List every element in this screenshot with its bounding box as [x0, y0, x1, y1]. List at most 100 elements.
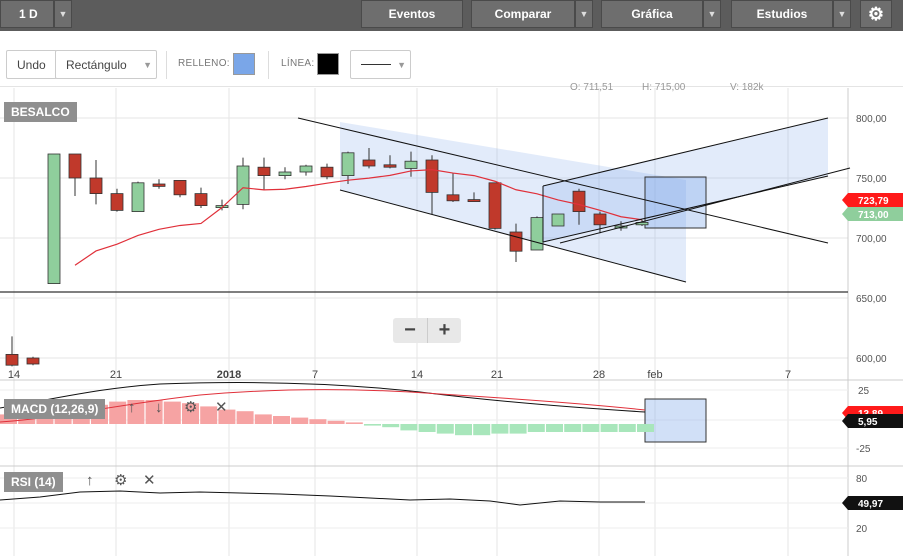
interval-caret-icon[interactable]: ▼ [54, 0, 72, 28]
line-style-sample [361, 64, 391, 65]
macd-histogram-bar [618, 424, 636, 432]
macd-close-icon[interactable]: ✕ [215, 399, 228, 416]
macd-histogram-bar [418, 424, 436, 432]
candle-body [47, 153, 61, 285]
line-style-select[interactable]: ▼ [350, 50, 411, 79]
trend-line [542, 175, 829, 243]
macd-histogram-bar [491, 424, 509, 434]
undo-button[interactable]: Undo [6, 50, 57, 79]
interval-button[interactable]: 1 D [0, 0, 54, 28]
x-tick-label: 21 [110, 369, 122, 381]
candle-body [383, 164, 397, 168]
rsi-tick-label: 80 [856, 474, 868, 485]
x-axis: 14 21 2018 7 14 21 28 feb 7 [8, 369, 791, 381]
moving-average [74, 168, 643, 266]
macd-tick-label: -25 [856, 444, 871, 455]
zoom-control: − + [393, 318, 461, 343]
ohlc-open: O: 711,51 [570, 82, 614, 93]
candle-body [425, 159, 439, 193]
zoom-out-button[interactable]: − [404, 319, 416, 341]
studies-caret-icon[interactable]: ▼ [833, 0, 851, 28]
x-tick-label: feb [647, 369, 662, 381]
macd-histogram-bar [509, 424, 527, 434]
macd-histogram-bar [600, 424, 618, 432]
rsi-settings-gear-icon[interactable]: ⚙ [114, 472, 128, 489]
candle-body [5, 353, 19, 366]
macd-histogram-bar [218, 409, 236, 424]
candle-body [236, 165, 250, 205]
candle-body [551, 213, 565, 227]
macd-signal-tag: 5,95 [858, 417, 878, 428]
chevron-down-icon: ▼ [143, 59, 152, 70]
move-down-icon[interactable]: ↓ [155, 399, 163, 416]
y-axis: 800,00 750,00 700,00 650,00 600,00 25 -25 80 20 [856, 114, 887, 535]
candle-body [278, 171, 292, 176]
candle-body [404, 160, 418, 169]
chevron-down-icon: ▼ [397, 59, 406, 70]
macd-settings-gear-icon[interactable]: ⚙ [184, 399, 198, 416]
move-up-icon[interactable]: ↑ [86, 472, 94, 489]
ohlc-volume: V: 182k [730, 82, 765, 93]
candle-body [299, 165, 313, 173]
rsi-value-tag: 49,97 [858, 499, 883, 510]
drawing-lines[interactable] [297, 117, 851, 283]
fill-color-swatch[interactable] [233, 53, 255, 75]
chart-type-button[interactable]: Gráfica [601, 0, 703, 28]
studies-button[interactable]: Estudios [731, 0, 833, 28]
compare-button[interactable]: Comparar [471, 0, 575, 28]
macd-histogram-bar [236, 411, 254, 424]
macd-histogram-bar [309, 419, 327, 424]
macd-histogram-bar [200, 406, 218, 424]
rsi-close-icon[interactable]: ✕ [143, 472, 156, 489]
macd-histogram-bar [291, 417, 309, 424]
candles [5, 148, 649, 367]
line-color-swatch[interactable] [317, 53, 339, 75]
toolbar-divider [166, 51, 167, 79]
macd-histogram-bar [400, 424, 418, 431]
candle-body [530, 217, 544, 251]
toolbar-divider [268, 51, 269, 79]
zoom-in-button[interactable]: + [427, 318, 461, 343]
events-button[interactable]: Eventos [361, 0, 463, 28]
drawing-tool-select[interactable]: Rectángulo ▼ [55, 50, 157, 79]
main-series-label[interactable]: BESALCO [4, 102, 77, 122]
rsi-label[interactable]: RSI (14) [4, 472, 63, 492]
candle-body [446, 194, 460, 202]
macd-histogram-bar [637, 424, 654, 432]
macd-label[interactable]: MACD (12,26,9) [4, 399, 106, 419]
x-tick-label: 21 [491, 369, 503, 381]
trend-line [542, 117, 829, 187]
ma-price-tag: 723,79 [858, 196, 889, 207]
candle-body [320, 166, 334, 178]
x-tick-label: 2018 [217, 369, 241, 381]
candle-body [467, 199, 481, 203]
ohlc-high: H: 715,00 [642, 82, 686, 93]
candle-body [152, 183, 166, 187]
line-label: LÍNEA: [281, 58, 315, 69]
last-price-tag-bg [842, 207, 903, 221]
settings-gear-icon[interactable]: ⚙ [860, 0, 892, 28]
top-toolbar: 1 D ▼ Eventos Comparar ▼ Gráfica ▼ Estud… [0, 0, 903, 31]
move-up-icon[interactable]: ↑ [128, 399, 136, 416]
candle-body [173, 179, 187, 196]
compare-caret-icon[interactable]: ▼ [575, 0, 593, 28]
candle-body [131, 182, 145, 213]
macd-histogram-bar [546, 424, 563, 432]
macd-tick-label: 25 [858, 386, 870, 397]
ma-line [74, 168, 643, 266]
macd-histogram-bar [273, 416, 290, 424]
candle-body [362, 159, 376, 167]
x-tick-label: 14 [8, 369, 20, 381]
macd-histogram-bar [436, 424, 454, 434]
macd-histogram-bar [382, 424, 400, 428]
candle-body [593, 213, 607, 226]
macd-histogram-bar [327, 420, 345, 424]
ma-price-tag-bg [842, 193, 903, 207]
chart-caret-icon[interactable]: ▼ [703, 0, 721, 28]
candle-body [488, 182, 502, 229]
candle-body [89, 177, 103, 194]
macd-histogram-bar [345, 422, 363, 424]
drawing-tool-label: Rectángulo [66, 57, 127, 72]
grid [0, 88, 903, 556]
